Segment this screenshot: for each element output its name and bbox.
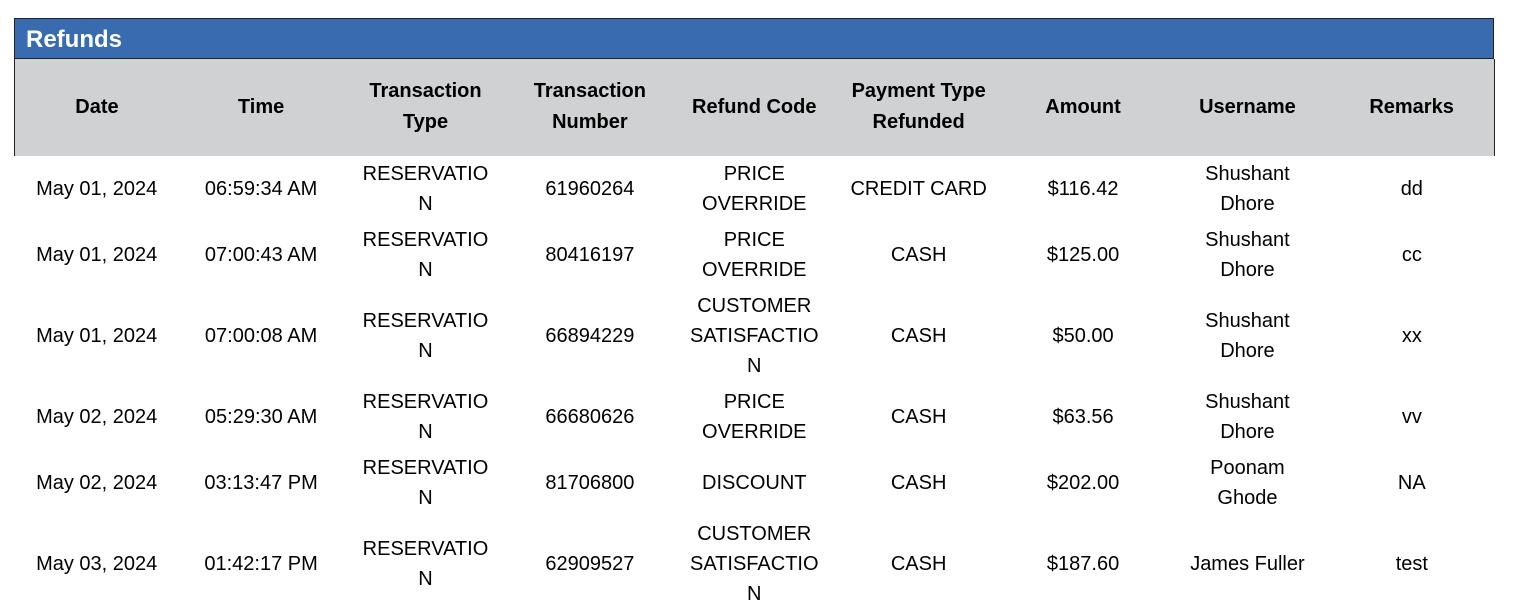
cell-transaction-number: 66680626 — [545, 406, 635, 428]
cell-payment-type: CASH — [890, 244, 947, 266]
cell-username: Shushant Dhore — [1205, 391, 1290, 443]
header-row: Date Time Transaction Type Transaction N… — [13, 59, 1495, 156]
cell-transaction-number: 66894229 — [545, 325, 635, 347]
cell-transaction-number: 81706800 — [545, 472, 635, 494]
refunds-table: Date Time Transaction Type Transaction N… — [13, 59, 1495, 612]
cell-time: 03:13:47 PM — [204, 472, 318, 494]
cell-time: 05:29:30 AM — [204, 406, 318, 428]
cell-time: 01:42:17 PM — [204, 553, 318, 575]
cell-transaction-number: 80416197 — [545, 244, 635, 266]
cell-remarks: dd — [1400, 178, 1423, 200]
cell-username: James Fuller — [1190, 553, 1305, 575]
cell-date: May 01, 2024 — [36, 325, 158, 347]
cell-transaction-type: RESERVATION — [362, 310, 489, 362]
cell-transaction-type: RESERVATION — [362, 391, 489, 443]
column-header-time: Time — [237, 95, 285, 118]
cell-amount: $187.60 — [1046, 553, 1120, 575]
cell-amount: $125.00 — [1046, 244, 1120, 266]
cell-transaction-type: RESERVATION — [362, 163, 489, 215]
cell-date: May 03, 2024 — [36, 553, 158, 575]
cell-payment-type: CASH — [890, 472, 947, 494]
cell-username: Shushant Dhore — [1205, 310, 1290, 362]
cell-remarks: NA — [1397, 472, 1426, 494]
cell-date: May 02, 2024 — [36, 406, 158, 428]
cell-remarks: xx — [1401, 325, 1422, 347]
cell-time: 07:00:43 AM — [204, 244, 318, 266]
cell-remarks: cc — [1401, 244, 1422, 266]
cell-username: Shushant Dhore — [1205, 163, 1290, 215]
cell-transaction-type: RESERVATION — [362, 457, 489, 509]
table-row: May 02, 2024 05:29:30 AM RESERVATION 666806… — [15, 384, 1495, 450]
cell-date: May 02, 2024 — [36, 472, 158, 494]
cell-amount: $63.56 — [1052, 406, 1114, 428]
cell-payment-type: CASH — [890, 553, 947, 575]
cell-refund-code: PRICE OVERRIDE — [702, 229, 807, 281]
table-row: May 01, 2024 07:00:08 AM RESERVATION 668942… — [15, 288, 1495, 384]
cell-refund-code: CUSTOMER SATISFACTION — [689, 295, 819, 377]
cell-refund-code: PRICE OVERRIDE — [702, 391, 807, 443]
column-header-remarks: Remarks — [1329, 59, 1495, 156]
table-row: May 03, 2024 01:42:17 PM RESERVATION 629095… — [15, 516, 1495, 612]
table-row: May 01, 2024 07:00:43 AM RESERVATION 804161… — [15, 222, 1495, 288]
cell-refund-code: DISCOUNT — [702, 472, 807, 494]
section-title: Refunds — [14, 18, 1494, 59]
cell-amount: $202.00 — [1046, 472, 1120, 494]
cell-username: Poonam Ghode — [1210, 457, 1285, 509]
cell-transaction-type: RESERVATION — [362, 538, 489, 590]
column-header-username: Username — [1199, 95, 1296, 118]
cell-username: Shushant Dhore — [1205, 229, 1290, 281]
cell-amount: $50.00 — [1052, 325, 1114, 347]
column-header-amount: Amount — [1045, 95, 1121, 118]
cell-transaction-type: RESERVATION — [362, 229, 489, 281]
cell-transaction-number: 61960264 — [545, 178, 635, 200]
table-row: May 01, 2024 06:59:34 AM RESERVATION 619602… — [15, 156, 1495, 222]
cell-refund-code: CUSTOMER SATISFACTION — [689, 523, 819, 605]
cell-date: May 01, 2024 — [36, 178, 158, 200]
column-header-payment-type: Payment Type Refunded — [851, 80, 986, 133]
refunds-report: Refunds Date Time Transaction Type Trans… — [13, 18, 1495, 612]
column-header-transaction-number: Transaction Number — [533, 80, 646, 133]
cell-remarks: vv — [1401, 406, 1422, 428]
cell-payment-type: CREDIT CARD — [850, 178, 987, 200]
cell-remarks: test — [1395, 553, 1428, 575]
column-header-date: Date — [13, 59, 179, 156]
cell-date: May 01, 2024 — [36, 244, 158, 266]
column-header-refund-code: Refund Code — [692, 95, 817, 118]
cell-refund-code: PRICE OVERRIDE — [702, 163, 807, 215]
cell-payment-type: CASH — [890, 406, 947, 428]
cell-amount: $116.42 — [1047, 178, 1119, 200]
cell-payment-type: CASH — [890, 325, 947, 347]
column-header-transaction-type: Transaction Type — [369, 80, 482, 133]
table-row: May 02, 2024 03:13:47 PM RESERVATION 817068… — [15, 450, 1495, 516]
cell-time: 06:59:34 AM — [204, 178, 318, 200]
cell-transaction-number: 62909527 — [545, 553, 635, 575]
cell-time: 07:00:08 AM — [204, 325, 318, 347]
